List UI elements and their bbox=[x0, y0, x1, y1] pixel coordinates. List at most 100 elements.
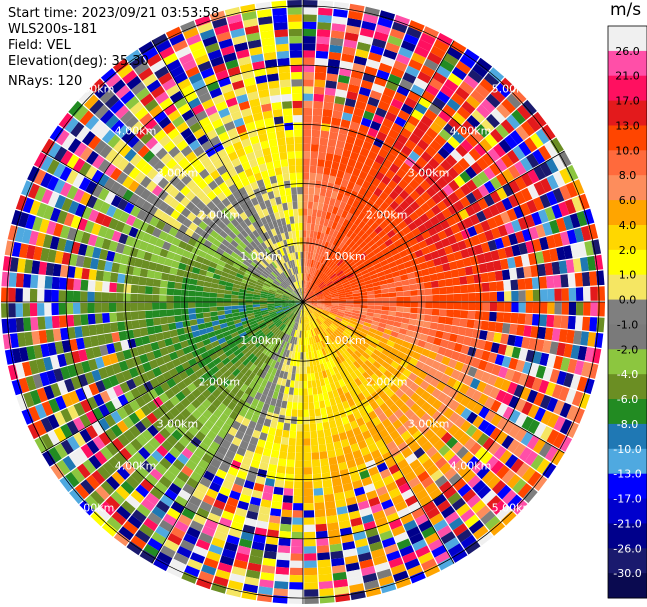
radar-gate bbox=[120, 110, 134, 124]
radar-gate bbox=[195, 296, 203, 302]
radar-gate bbox=[309, 230, 314, 238]
radar-gate bbox=[504, 454, 519, 469]
radar-gate bbox=[224, 247, 233, 255]
radar-gate bbox=[351, 266, 359, 273]
radar-gate bbox=[462, 469, 476, 483]
radar-gate bbox=[171, 133, 184, 146]
radar-gate bbox=[421, 90, 436, 103]
radar-gate bbox=[305, 288, 309, 296]
radar-gate bbox=[250, 261, 259, 269]
radar-gate bbox=[50, 207, 61, 222]
radar-gate bbox=[284, 364, 290, 373]
radar-gate bbox=[396, 424, 408, 436]
radar-gate bbox=[238, 241, 247, 250]
radar-gate bbox=[231, 157, 241, 168]
radar-gate bbox=[430, 250, 440, 260]
radar-gate bbox=[146, 167, 159, 180]
radar-gate bbox=[213, 142, 224, 153]
radar-gate bbox=[405, 495, 418, 507]
radar-gate bbox=[326, 145, 336, 155]
radar-gate bbox=[245, 296, 253, 300]
radar-gate bbox=[388, 335, 397, 343]
radar-gate bbox=[332, 341, 340, 349]
radar-gate bbox=[446, 98, 461, 112]
radar-gate bbox=[339, 251, 347, 260]
radar-gate bbox=[263, 282, 271, 288]
radar-gate bbox=[255, 74, 268, 84]
radar-gate bbox=[81, 268, 90, 280]
radar-gate bbox=[325, 152, 334, 162]
radar-gate bbox=[451, 66, 467, 81]
radar-gate bbox=[141, 392, 153, 404]
radar-gate bbox=[430, 45, 446, 59]
radar-gate bbox=[53, 368, 64, 382]
radar-gate bbox=[303, 230, 307, 238]
radar-gate bbox=[144, 99, 159, 112]
radar-gate bbox=[191, 184, 202, 196]
radar-gate bbox=[257, 210, 265, 219]
radar-gate bbox=[197, 134, 209, 146]
radar-gate bbox=[291, 306, 298, 312]
radar-gate bbox=[356, 249, 365, 257]
radar-gate bbox=[353, 208, 362, 218]
radar-gate bbox=[291, 321, 296, 329]
radar-gate bbox=[325, 369, 332, 378]
radar-gate bbox=[87, 234, 98, 247]
radar-gate bbox=[167, 533, 183, 546]
radar-gate bbox=[303, 201, 308, 209]
radar-gate bbox=[461, 100, 476, 115]
radar-gate bbox=[449, 333, 458, 343]
radar-gate bbox=[283, 292, 291, 297]
radar-gate bbox=[573, 330, 582, 345]
radar-gate bbox=[203, 74, 217, 86]
radar-gate bbox=[315, 523, 328, 532]
radar-gate bbox=[405, 65, 420, 78]
radar-gate bbox=[29, 200, 41, 216]
radar-gate bbox=[303, 28, 317, 37]
radar-gate bbox=[281, 304, 289, 307]
radar-gate bbox=[18, 212, 30, 228]
radar-gate bbox=[320, 458, 329, 467]
radar-gate bbox=[269, 197, 277, 207]
radar-gate bbox=[122, 245, 132, 256]
radar-gate bbox=[421, 401, 432, 413]
radar-gate bbox=[128, 193, 140, 205]
radar-gate bbox=[532, 149, 546, 165]
radar-gate bbox=[285, 216, 291, 225]
radar-gate bbox=[273, 435, 282, 444]
radar-gate bbox=[92, 247, 102, 259]
radar-gate bbox=[77, 374, 89, 387]
radar-gate bbox=[177, 453, 189, 465]
radar-gate bbox=[15, 317, 25, 333]
radar-gate bbox=[213, 344, 222, 353]
radar-gate bbox=[198, 269, 208, 276]
radar-gate bbox=[152, 408, 164, 420]
radar-gate bbox=[61, 133, 76, 150]
radar-gate bbox=[316, 326, 321, 334]
radar-gate bbox=[424, 236, 435, 246]
radar-gate bbox=[463, 48, 480, 63]
radar-gate bbox=[337, 272, 346, 279]
radar-gate bbox=[276, 218, 283, 227]
radar-gate bbox=[309, 296, 317, 300]
radar-gate bbox=[492, 260, 502, 271]
radar-gate bbox=[256, 360, 264, 369]
radar-gate bbox=[259, 506, 271, 516]
radar-gate bbox=[193, 335, 203, 344]
radar-gate bbox=[386, 440, 397, 452]
radar-gate bbox=[288, 276, 294, 284]
radar-gate bbox=[349, 174, 358, 184]
radar-gate bbox=[204, 419, 215, 430]
radar-gate bbox=[322, 257, 328, 265]
radar-gate bbox=[161, 439, 174, 452]
radar-gate bbox=[487, 352, 498, 364]
radar-gate bbox=[504, 345, 514, 357]
radar-gate bbox=[326, 442, 335, 451]
radar-gate bbox=[292, 291, 299, 297]
radar-gate bbox=[276, 130, 285, 139]
radar-gate bbox=[520, 172, 534, 187]
radar-gate bbox=[259, 461, 269, 471]
radar-gate bbox=[341, 416, 350, 425]
radar-gate bbox=[137, 302, 145, 311]
radar-gate bbox=[249, 496, 262, 506]
